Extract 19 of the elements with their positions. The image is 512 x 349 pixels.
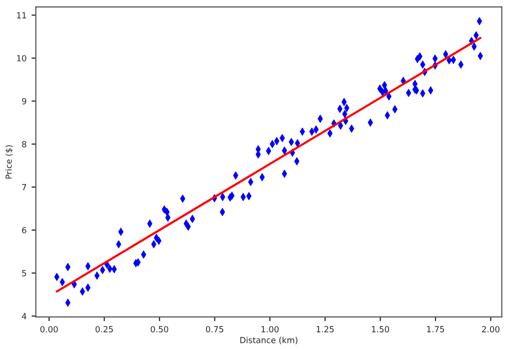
x-tick-label: 0.75 [206,326,224,332]
y-tick-label: 7 [22,184,26,190]
y-tick-label: 9 [22,98,26,104]
x-axis-title: Distance (km) [240,336,298,344]
y-axis-title: Price ($) [5,145,13,179]
x-tick-label: 2.00 [482,326,500,332]
y-tick-label: 5 [22,270,26,276]
x-tick-label: 0.50 [150,326,168,332]
y-tick-label: 8 [22,141,26,148]
y-tick-label: 6 [22,227,26,234]
x-tick-label: 1.00 [262,326,279,332]
x-tick-label: 0.25 [96,326,113,332]
y-tick-label: 10 [17,55,26,62]
x-tick-label: 1.75 [427,326,444,332]
x-tick-label: 1.50 [372,326,390,332]
x-tick-label: 0.00 [40,326,58,332]
y-tick-label: 4 [22,313,26,320]
x-tick-label: 1.25 [316,326,334,332]
y-tick-label: 11 [17,12,26,18]
